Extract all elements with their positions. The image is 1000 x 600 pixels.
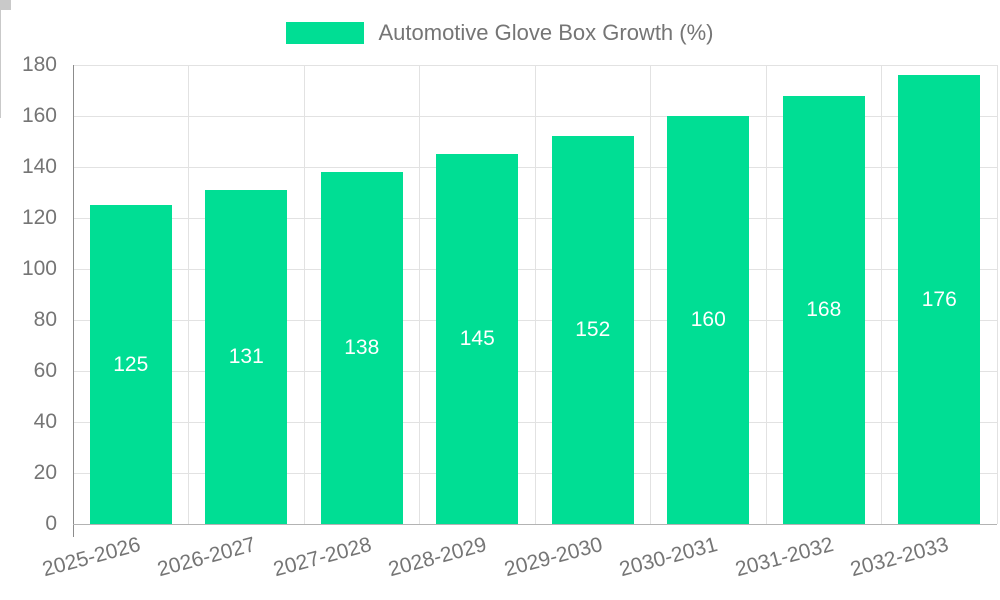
x-axis-tick <box>0 58 1 70</box>
y-axis-tick-label: 20 <box>33 461 57 484</box>
bar: 131 <box>205 189 288 524</box>
y-axis-tick-label: 80 <box>33 308 57 331</box>
gridline-vertical <box>188 65 189 524</box>
y-axis-tick <box>0 7 11 8</box>
bar: 145 <box>436 154 519 524</box>
bar-value-label: 125 <box>113 352 149 376</box>
x-axis-tick <box>0 22 1 34</box>
y-axis-tick-label: 40 <box>33 410 57 433</box>
x-axis-category-label: 2031-2032 <box>732 533 836 582</box>
y-axis-tick <box>0 1 11 2</box>
x-axis-tick <box>0 10 1 22</box>
y-axis-tick <box>0 9 11 10</box>
x-axis-tick <box>0 46 1 58</box>
bar: 176 <box>898 75 981 524</box>
x-axis-tick <box>0 70 1 82</box>
y-axis-tick <box>0 2 11 3</box>
x-axis-category-label: 2032-2033 <box>848 533 952 582</box>
y-axis-tick <box>0 8 11 9</box>
y-axis-tick-label: 100 <box>21 257 57 280</box>
y-axis-line <box>72 65 74 537</box>
y-axis-tick <box>0 5 11 6</box>
legend-series-label: Automotive Glove Box Growth (%) <box>378 20 714 45</box>
bar-value-label: 152 <box>575 318 611 342</box>
gridline-vertical <box>534 65 536 524</box>
gridline-vertical <box>996 65 998 524</box>
legend: Automotive Glove Box Growth (%) <box>0 18 1000 48</box>
y-axis-tick-label: 160 <box>21 104 57 127</box>
y-axis-tick <box>0 4 11 5</box>
bar: 138 <box>320 172 403 524</box>
x-axis-tick <box>0 106 1 118</box>
bar: 125 <box>89 205 172 524</box>
gridline-vertical <box>419 65 420 524</box>
y-axis-tick-label: 140 <box>21 155 57 178</box>
legend-swatch <box>286 22 365 44</box>
y-axis-tick-label: 0 <box>45 512 57 535</box>
y-axis-tick <box>0 0 11 1</box>
x-axis-category-label: 2025-2026 <box>39 533 143 582</box>
bar: 160 <box>667 116 750 524</box>
gridline-vertical <box>303 65 305 524</box>
x-axis-category-label: 2027-2028 <box>270 533 374 582</box>
y-axis-tick-label: 180 <box>21 53 57 76</box>
bar-value-label: 176 <box>921 287 957 311</box>
x-axis-line <box>73 523 997 525</box>
gridline-vertical <box>881 65 882 524</box>
x-axis-tick <box>0 82 1 94</box>
y-axis-tick-label: 120 <box>21 206 57 229</box>
bar-value-label: 145 <box>459 327 495 351</box>
x-axis-category-label: 2029-2030 <box>501 533 605 582</box>
gridline-vertical <box>650 65 651 524</box>
bar-value-label: 160 <box>690 308 726 331</box>
y-axis-tick <box>0 6 11 7</box>
bar-value-label: 168 <box>806 297 842 321</box>
bar: 152 <box>551 136 634 524</box>
x-axis-tick <box>0 34 1 46</box>
y-axis-tick-label: 60 <box>33 359 57 382</box>
y-axis-tick <box>0 3 11 4</box>
bar: 168 <box>782 95 865 524</box>
gridline-vertical <box>765 65 767 524</box>
bar-value-label: 138 <box>344 336 380 360</box>
bar-value-label: 131 <box>228 344 264 368</box>
x-axis-category-label: 2028-2029 <box>386 533 490 582</box>
x-axis-tick <box>0 94 1 106</box>
x-axis-category-label: 2030-2031 <box>617 533 721 582</box>
x-axis-category-label: 2026-2027 <box>155 533 259 582</box>
